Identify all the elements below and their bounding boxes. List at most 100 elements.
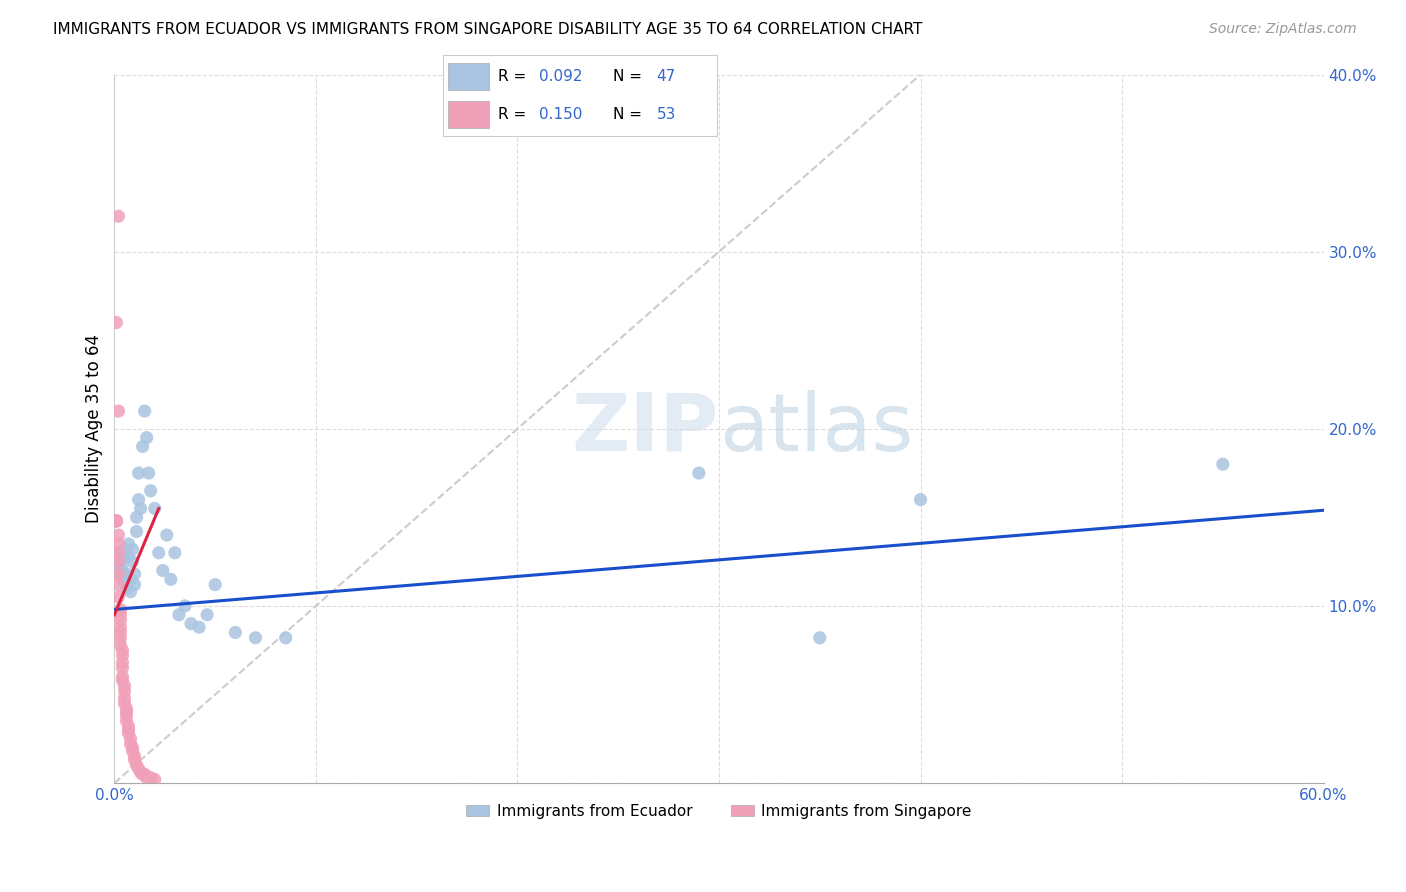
Text: IMMIGRANTS FROM ECUADOR VS IMMIGRANTS FROM SINGAPORE DISABILITY AGE 35 TO 64 COR: IMMIGRANTS FROM ECUADOR VS IMMIGRANTS FR…: [53, 22, 922, 37]
Point: [107, 537, 129, 551]
Point: [114, 679, 136, 693]
Point: [148, 546, 170, 560]
Point: [163, 546, 186, 560]
Point: [121, 740, 143, 755]
Point: [131, 767, 153, 781]
Point: [274, 631, 297, 645]
Point: [125, 510, 148, 524]
Point: [110, 613, 132, 627]
Point: [111, 673, 134, 688]
Point: [128, 492, 150, 507]
Text: 47: 47: [657, 69, 676, 84]
Point: [111, 656, 134, 670]
Text: N =: N =: [613, 69, 647, 84]
Point: [107, 404, 129, 418]
Point: [128, 762, 150, 776]
Text: atlas: atlas: [718, 390, 914, 467]
Point: [125, 524, 148, 539]
Point: [117, 537, 139, 551]
Text: N =: N =: [613, 107, 647, 122]
Point: [111, 572, 134, 586]
Point: [135, 431, 157, 445]
Point: [134, 404, 156, 418]
Point: [124, 577, 146, 591]
Point: [111, 661, 134, 675]
Point: [139, 771, 162, 785]
Point: [129, 501, 152, 516]
Point: [111, 564, 134, 578]
Point: [195, 607, 218, 622]
Point: [110, 638, 132, 652]
Point: [143, 501, 166, 516]
Point: [105, 514, 128, 528]
Point: [160, 572, 183, 586]
Point: [152, 564, 174, 578]
Point: [115, 567, 138, 582]
Point: [110, 607, 132, 622]
Point: [117, 549, 139, 564]
Point: [111, 643, 134, 657]
Text: 0.092: 0.092: [538, 69, 582, 84]
Legend: Immigrants from Ecuador, Immigrants from Singapore: Immigrants from Ecuador, Immigrants from…: [460, 797, 977, 825]
Point: [180, 616, 202, 631]
Text: R =: R =: [498, 69, 531, 84]
Point: [107, 546, 129, 560]
Point: [110, 620, 132, 634]
Point: [110, 631, 132, 645]
Point: [138, 466, 160, 480]
Point: [245, 631, 267, 645]
Point: [120, 584, 142, 599]
Point: [120, 572, 142, 586]
Point: [808, 631, 831, 645]
Point: [105, 316, 128, 330]
Point: [124, 753, 146, 767]
Text: ZIP: ZIP: [572, 390, 718, 467]
Point: [114, 691, 136, 706]
Point: [105, 514, 128, 528]
Point: [107, 546, 129, 560]
Point: [117, 719, 139, 733]
Point: [121, 542, 143, 557]
Point: [131, 440, 153, 454]
Point: [114, 684, 136, 698]
Point: [135, 771, 157, 785]
Point: [105, 555, 128, 569]
Point: [107, 577, 129, 591]
Point: [204, 577, 226, 591]
Point: [121, 744, 143, 758]
Point: [120, 737, 142, 751]
Point: [107, 567, 129, 582]
Text: 0.150: 0.150: [538, 107, 582, 122]
Point: [188, 620, 211, 634]
Point: [910, 492, 932, 507]
Point: [134, 767, 156, 781]
FancyBboxPatch shape: [449, 101, 489, 128]
Text: 53: 53: [657, 107, 676, 122]
Point: [121, 555, 143, 569]
Point: [107, 590, 129, 604]
Point: [156, 528, 179, 542]
Point: [124, 567, 146, 582]
Point: [224, 625, 246, 640]
Point: [688, 466, 710, 480]
Point: [167, 607, 190, 622]
Point: [115, 708, 138, 723]
Point: [124, 749, 146, 764]
Point: [107, 528, 129, 542]
Text: Source: ZipAtlas.com: Source: ZipAtlas.com: [1209, 22, 1357, 37]
Point: [110, 560, 132, 574]
Point: [120, 731, 142, 746]
Point: [105, 514, 128, 528]
Point: [111, 648, 134, 663]
Point: [105, 514, 128, 528]
Point: [107, 555, 129, 569]
Point: [107, 209, 129, 223]
Point: [128, 466, 150, 480]
Point: [105, 514, 128, 528]
Y-axis label: Disability Age 35 to 64: Disability Age 35 to 64: [86, 334, 103, 524]
Point: [115, 714, 138, 728]
Point: [174, 599, 197, 613]
Point: [117, 726, 139, 740]
Text: R =: R =: [498, 107, 531, 122]
FancyBboxPatch shape: [449, 62, 489, 90]
